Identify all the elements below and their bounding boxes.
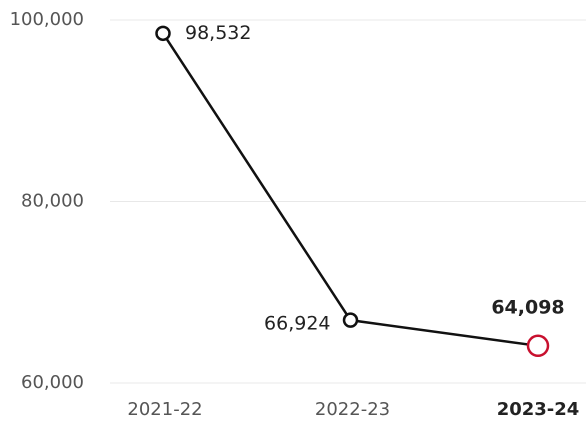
x-tick-label: 2022-23 bbox=[315, 399, 390, 420]
marker bbox=[342, 312, 359, 328]
line bbox=[161, 32, 539, 348]
y-tick-label: 60,000 bbox=[21, 372, 84, 393]
marker bbox=[155, 25, 171, 42]
y-tick-label: 100,000 bbox=[10, 9, 84, 30]
x-tick-label: 2021-22 bbox=[127, 399, 202, 420]
data-label: 98,532 bbox=[185, 22, 251, 44]
data-label: 64,098 bbox=[491, 296, 564, 318]
x-tick-label: 2023-24 bbox=[497, 399, 580, 420]
marker bbox=[526, 334, 550, 358]
y-tick-label: 80,000 bbox=[21, 191, 84, 212]
data-label: 66,924 bbox=[264, 313, 330, 335]
